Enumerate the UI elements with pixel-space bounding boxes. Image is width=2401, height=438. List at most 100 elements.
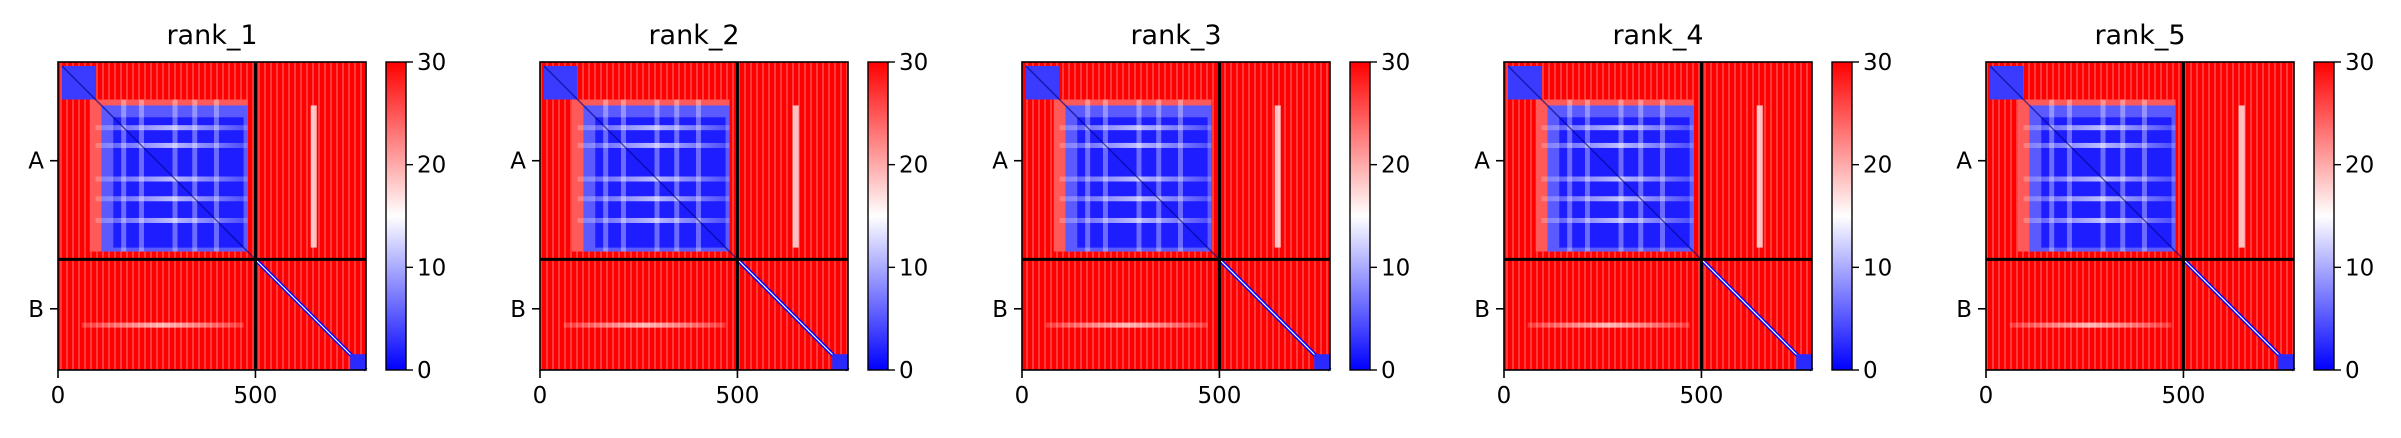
pae-band-row-1 [2023,142,2176,148]
colorbar-tick-label: 30 [417,50,446,76]
pae-band-row-1 [95,142,248,148]
x-tick-label: 0 [1979,383,1994,409]
colorbar-tick-label: 10 [1381,255,1410,281]
pae-band-row-1 [577,142,730,148]
colorbar [2313,61,2335,371]
pae-band-row-0 [577,125,730,131]
pae-band-col-3 [1638,99,1644,252]
colorbar-tick-label: 10 [417,255,446,281]
x-tick-label: 500 [2161,383,2205,409]
pae-panel-4: rank_4 0 500 A B 0 10 20 30 [1474,20,1892,409]
pae-diag-b-core [2183,259,2295,371]
colorbar-tick-label: 30 [2345,50,2374,76]
colorbar-tick-label: 20 [1381,153,1410,179]
pae-band-row-4 [95,217,248,223]
pae-diag-a [1025,65,1220,260]
panel-title: rank_1 [166,20,257,51]
pae-band-col-2 [1618,99,1624,252]
colorbar-tick-label: 20 [417,153,446,179]
panel-title: rank_4 [1612,20,1703,51]
y-tick-label-B: B [1474,297,1490,323]
pae-band-col-1 [620,99,626,252]
colorbar-tick-label: 30 [1863,50,1892,76]
y-tick-label-A: A [28,149,44,175]
colorbar [1349,61,1371,371]
axes-frame [1021,61,1331,371]
pae-band-row-4 [1541,217,1694,223]
pae-band-col-4 [213,99,219,252]
pae-band-ba [1045,322,1208,328]
colorbar-tick-label: 0 [899,358,914,384]
pae-panel-2: rank_2 0 500 A B 0 10 20 30 [510,20,928,409]
pae-band-col-3 [1156,99,1162,252]
pae-band-row-1 [1541,142,1694,148]
pae-band-row-2 [1541,176,1694,182]
y-tick-label-B: B [1956,297,1972,323]
colorbar-tick-label: 10 [899,255,928,281]
pae-band-row-0 [2023,125,2176,131]
colorbar-tick-label: 0 [417,358,432,384]
pae-offdiag-stripe [792,105,799,248]
pae-band-row-2 [1059,176,1212,182]
pae-band-col-0 [603,99,609,252]
colorbar-tick-label: 20 [899,153,928,179]
panel-title: rank_5 [2094,20,2185,51]
x-tick-label: 0 [51,383,66,409]
x-tick-label: 500 [1197,383,1241,409]
axes-frame [1503,61,1813,371]
pae-diag-b-core [255,259,367,371]
pae-band-col-1 [1102,99,1108,252]
pae-band-col-4 [1177,99,1183,252]
colorbar-tick-label: 0 [1381,358,1396,384]
y-tick-label-B: B [28,297,44,323]
x-tick-label: 0 [533,383,548,409]
pae-panel-3: rank_3 0 500 A B 0 10 20 30 [992,20,1410,409]
axes-frame [1985,61,2295,371]
colorbar-tick-label: 30 [1381,50,1410,76]
pae-band-col-2 [654,99,660,252]
axes-frame [57,61,367,371]
x-tick-label: 500 [715,383,759,409]
pae-band-row-0 [1541,125,1694,131]
pae-band-row-3 [95,196,248,202]
colorbar-tick-label: 20 [1863,153,1892,179]
pae-band-ba [563,322,726,328]
pae-offdiag-stripe [1756,105,1763,248]
pae-diag-a [1989,65,2184,260]
pae-band-col-0 [2049,99,2055,252]
pae-block-b-cterm [1314,354,1330,370]
pae-band-col-2 [1136,99,1142,252]
pae-offdiag-stripe [1274,105,1281,248]
colorbar [867,61,889,371]
pae-band-row-3 [2023,196,2176,202]
pae-band-ba [81,322,244,328]
pae-band-col-3 [674,99,680,252]
pae-diag-b-core [1701,259,1813,371]
x-tick-label: 500 [233,383,277,409]
pae-band-row-3 [1541,196,1694,202]
axes-frame [539,61,849,371]
colorbar [1831,61,1853,371]
x-tick-label: 0 [1015,383,1030,409]
x-tick-label: 0 [1497,383,1512,409]
pae-band-row-4 [1059,217,1212,223]
pae-diag-b-core [1219,259,1331,371]
pae-band-col-2 [2100,99,2106,252]
y-tick-label-A: A [1956,149,1972,175]
panel-title: rank_2 [648,20,739,51]
pae-band-col-0 [1085,99,1091,252]
y-tick-label-B: B [510,297,526,323]
pae-band-row-1 [1059,142,1212,148]
colorbar-tick-label: 0 [2345,358,2360,384]
panel-title: rank_3 [1130,20,1221,51]
pae-diag-a [61,65,256,260]
pae-panel-1: rank_1 0 500 A B 0 10 20 30 [28,20,446,409]
pae-block-b-cterm [1796,354,1812,370]
colorbar-tick-label: 10 [2345,255,2374,281]
pae-band-ba [1527,322,1690,328]
y-tick-label-A: A [510,149,526,175]
pae-band-col-0 [121,99,127,252]
colorbar-tick-label: 30 [899,50,928,76]
pae-panel-5: rank_5 0 500 A B 0 10 20 30 [1956,20,2374,409]
